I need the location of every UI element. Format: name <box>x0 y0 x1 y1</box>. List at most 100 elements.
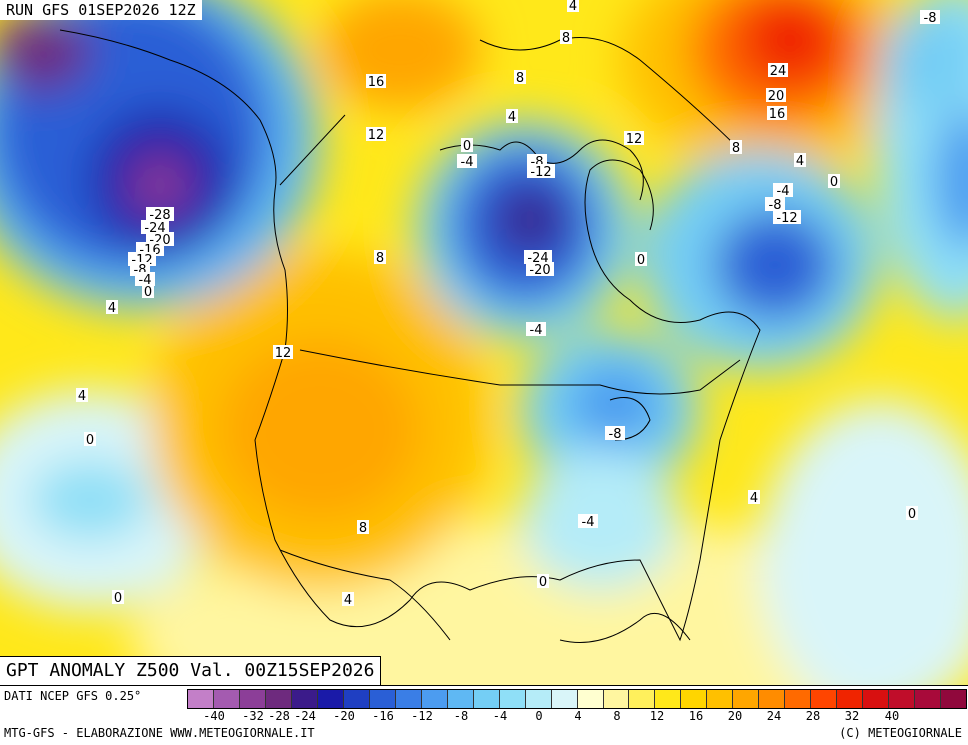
scale-tick-label: 28 <box>805 709 821 723</box>
scale-swatch <box>785 690 812 708</box>
scale-tick-label: 12 <box>649 709 665 723</box>
scale-tick-label: 40 <box>884 709 900 723</box>
contour-label: -12 <box>776 211 797 226</box>
contour-label: 0 <box>637 253 645 268</box>
contour-label: 0 <box>830 175 838 190</box>
scale-tick-label: -4 <box>492 709 508 723</box>
contour-label-bg <box>920 10 940 24</box>
scale-tick-label: -24 <box>294 709 316 723</box>
contour-label: 4 <box>750 491 758 506</box>
contour-label: -12 <box>530 165 551 180</box>
contour-label-bg <box>273 345 293 359</box>
contour-label-bg <box>135 272 155 286</box>
contour-label: -28 <box>149 208 170 223</box>
contour-label-bg <box>730 140 742 154</box>
contour-label: 8 <box>376 251 384 266</box>
scale-tick-label: 24 <box>766 709 782 723</box>
contour-label-bg <box>906 506 918 520</box>
scale-tick-label: 16 <box>688 709 704 723</box>
contour-label: 0 <box>144 285 152 300</box>
contour-label-bg <box>141 220 169 234</box>
contour-label-bg <box>357 520 369 534</box>
contour-label: 0 <box>86 433 94 448</box>
contour-label: 4 <box>569 0 577 14</box>
contour-label-bg <box>567 0 579 12</box>
scale-tick-label: 20 <box>727 709 743 723</box>
scale-swatch <box>915 690 942 708</box>
contour-label: 8 <box>562 31 570 46</box>
scale-swatch <box>188 690 214 708</box>
contour-label-bg <box>514 70 526 84</box>
scale-swatch <box>291 690 318 708</box>
contour-label: 8 <box>732 141 740 156</box>
contour-label-bg <box>527 164 555 178</box>
contour-label: 8 <box>516 71 524 86</box>
contour-label: 0 <box>114 591 122 606</box>
scale-swatch <box>941 690 967 708</box>
scale-tick-label: 0 <box>535 709 543 723</box>
contour-label: 12 <box>368 128 385 143</box>
contour-label: -8 <box>769 198 782 213</box>
contour-label: -4 <box>777 184 790 199</box>
scale-swatch <box>395 690 422 708</box>
anomaly-title: GPT ANOMALY Z500 Val. 00Z15SEP2026 <box>0 656 382 685</box>
contour-label: 0 <box>463 139 471 154</box>
scale-tick-label: -8 <box>453 709 469 723</box>
contour-label: 12 <box>626 132 643 147</box>
scale-swatch <box>473 690 500 708</box>
contour-label-bg <box>560 30 572 44</box>
scale-swatch <box>525 690 552 708</box>
contour-label-bg <box>457 154 477 168</box>
color-scale <box>187 689 967 709</box>
anomaly-field <box>0 0 968 685</box>
scale-swatch <box>499 690 526 708</box>
contour-label-bg <box>374 250 386 264</box>
contour-label-bg <box>76 388 88 402</box>
contour-label-bg <box>828 174 840 188</box>
contour-label: 8 <box>359 521 367 536</box>
contour-label: 16 <box>368 75 385 90</box>
contour-label: 24 <box>770 64 787 79</box>
contour-label-bg <box>366 74 386 88</box>
contour-label: 12 <box>275 346 292 361</box>
contour-label-bg <box>106 300 118 314</box>
contour-label: 16 <box>769 107 786 122</box>
scale-tick-label: -12 <box>411 709 433 723</box>
contour-label: -8 <box>609 427 622 442</box>
scale-swatch <box>603 690 630 708</box>
scale-swatch <box>629 690 656 708</box>
contour-label: 20 <box>768 89 785 104</box>
contour-label-bg <box>767 106 787 120</box>
scale-swatch <box>655 690 682 708</box>
scale-swatch <box>811 690 838 708</box>
contour-label-bg <box>112 590 124 604</box>
contour-label-bg <box>526 322 546 336</box>
contour-label: -8 <box>924 11 937 26</box>
scale-swatch <box>681 690 708 708</box>
color-scale-ticks: -40 -32 -28 -24 -20 -16 -12 -8 -4 0 4 8 12 16 20 24 28 32… <box>187 709 965 725</box>
coastlines <box>59 29 761 643</box>
run-title: RUN GFS 01SEP2026 12Z <box>0 0 202 20</box>
scale-swatch <box>343 690 370 708</box>
data-source: DATI NCEP GFS 0.25° <box>4 689 142 703</box>
contour-label: -4 <box>582 515 595 530</box>
contour-label-bg <box>768 63 788 77</box>
credit-text: MTG-GFS - ELABORAZIONE WWW.METEOGIORNALE… <box>4 726 315 740</box>
scale-swatch <box>447 690 474 708</box>
contour-label-bg <box>773 210 801 224</box>
contour-label-bg <box>526 262 554 276</box>
contour-label: 4 <box>344 593 352 608</box>
scale-swatch <box>213 690 240 708</box>
scale-swatch <box>421 690 448 708</box>
contour-label-bg <box>524 250 552 264</box>
contour-label: 4 <box>508 110 516 125</box>
scale-tick-label: -16 <box>372 709 394 723</box>
contour-label: 4 <box>796 154 804 169</box>
scale-tick-label: 4 <box>574 709 582 723</box>
contour-label: 0 <box>908 507 916 522</box>
contour-label-bg <box>578 514 598 528</box>
contour-label-bg <box>366 127 386 141</box>
contour-label-bg <box>506 109 518 123</box>
